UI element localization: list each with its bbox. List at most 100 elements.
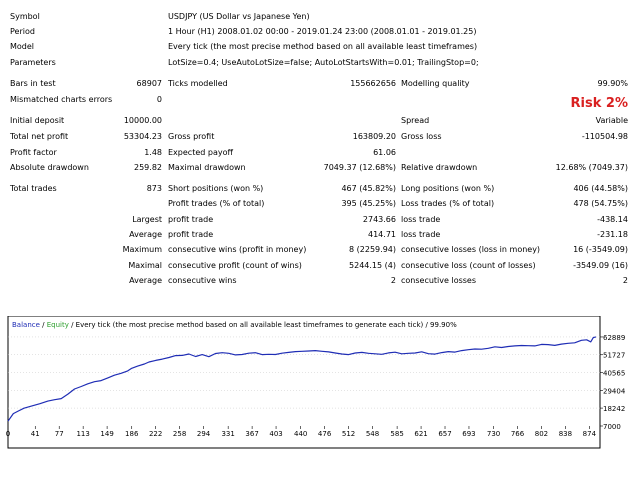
drawdown-row: Absolute drawdown 259.82 Maximal drawdow… bbox=[0, 161, 640, 174]
average-profit-label: profit trade bbox=[168, 230, 214, 239]
initial-deposit-label: Initial deposit bbox=[10, 116, 65, 125]
legend-description: / Every tick (the most precise method ba… bbox=[69, 321, 457, 329]
loss-trades-label: Loss trades (% of total) bbox=[401, 199, 495, 208]
x-tick-label: 0 bbox=[6, 430, 10, 438]
total-net-profit-label: Total net profit bbox=[10, 132, 69, 141]
largest-row: Largest profit trade 2743.66 loss trade … bbox=[0, 213, 640, 226]
expected-payoff-label: Expected payoff bbox=[168, 148, 233, 157]
maximal-row: Maximal consecutive profit (count of win… bbox=[0, 259, 640, 272]
profit-trades-value: 395 (45.25%) bbox=[341, 199, 396, 208]
ticks-modelled-label: Ticks modelled bbox=[168, 79, 228, 88]
modelling-quality-label: Modelling quality bbox=[401, 79, 470, 88]
modelling-quality-value: 99.90% bbox=[597, 79, 628, 88]
absolute-drawdown-label: Absolute drawdown bbox=[10, 163, 89, 172]
x-tick-label: 186 bbox=[125, 430, 139, 438]
average-loss-label: loss trade bbox=[401, 230, 441, 239]
y-tick-label: 7000 bbox=[603, 423, 621, 431]
maximal-prefix: Maximal bbox=[128, 261, 162, 270]
balance-line bbox=[7, 336, 597, 422]
period-value: 1 Hour (H1) 2008.01.02 00:00 - 2019.01.2… bbox=[168, 27, 477, 36]
profit-factor-row: Profit factor 1.48 Expected payoff 61.06 bbox=[0, 146, 640, 159]
legend-balance: Balance bbox=[12, 321, 40, 329]
model-row: Model Every tick (the most precise metho… bbox=[0, 40, 640, 53]
absolute-drawdown-value: 259.82 bbox=[134, 163, 162, 172]
x-tick-label: 585 bbox=[390, 430, 403, 438]
long-positions-value: 406 (44.58%) bbox=[573, 184, 628, 193]
profit-trades-row: Profit trades (% of total) 395 (45.25%) … bbox=[0, 197, 640, 210]
x-tick-label: 258 bbox=[173, 430, 186, 438]
max-consecutive-wins-value: 8 (2259.94) bbox=[349, 245, 396, 254]
parameters-value: LotSize=0.4; UseAutoLotSize=false; AutoL… bbox=[168, 58, 479, 67]
chart-series bbox=[7, 336, 597, 422]
maximal-consecutive-profit-label: consecutive profit (count of wins) bbox=[168, 261, 302, 270]
period-label: Period bbox=[10, 27, 35, 36]
spread-value: Variable bbox=[595, 116, 628, 125]
chart-frame bbox=[7, 316, 601, 449]
maximal-consecutive-profit-value: 5244.15 (4) bbox=[349, 261, 396, 270]
average-loss-value: -231.18 bbox=[597, 230, 628, 239]
gross-profit-label: Gross profit bbox=[168, 132, 215, 141]
gross-loss-label: Gross loss bbox=[401, 132, 442, 141]
x-axis: 0 41 77 113 149 186 222 258 294 331 367 403 440 476 51… bbox=[6, 426, 597, 438]
total-net-profit-value: 53304.23 bbox=[123, 132, 162, 141]
average-prefix: Average bbox=[129, 230, 162, 239]
total-trades-row: Total trades 873 Short positions (won %)… bbox=[0, 182, 640, 195]
x-tick-label: 621 bbox=[414, 430, 427, 438]
y-tick-label: 51727 bbox=[603, 352, 625, 360]
x-tick-label: 222 bbox=[149, 430, 162, 438]
largest-loss-label: loss trade bbox=[401, 215, 441, 224]
x-tick-label: 331 bbox=[221, 430, 234, 438]
y-tick-label: 29404 bbox=[603, 387, 626, 395]
x-tick-label: 693 bbox=[462, 430, 475, 438]
largest-profit-label: profit trade bbox=[168, 215, 214, 224]
relative-drawdown-label: Relative drawdown bbox=[401, 163, 478, 172]
balance-equity-chart: Balance / Equity / Every tick (the most … bbox=[6, 316, 626, 449]
period-row: Period 1 Hour (H1) 2008.01.02 00:00 - 20… bbox=[0, 25, 640, 38]
risk-label: Risk 2% bbox=[570, 96, 628, 111]
maximal-drawdown-label: Maximal drawdown bbox=[168, 163, 246, 172]
parameters-label: Parameters bbox=[10, 58, 56, 67]
x-tick-label: 367 bbox=[245, 430, 258, 438]
mismatched-row: Mismatched charts errors 0 bbox=[0, 93, 640, 106]
maximal-drawdown-value: 7049.37 (12.68%) bbox=[323, 163, 396, 172]
average-profit-value: 414.71 bbox=[368, 230, 396, 239]
relative-drawdown-value: 12.68% (7049.37) bbox=[555, 163, 628, 172]
avg-consecutive-losses-label: consecutive losses bbox=[401, 276, 477, 285]
mismatched-value: 0 bbox=[156, 95, 162, 104]
ticks-modelled-value: 155662656 bbox=[350, 79, 396, 88]
largest-loss-value: -438.14 bbox=[597, 215, 628, 224]
y-tick-label: 40565 bbox=[603, 370, 625, 378]
average-row: Average profit trade 414.71 loss trade -… bbox=[0, 228, 640, 241]
avg-consecutive-losses-value: 2 bbox=[622, 276, 628, 285]
bars-row: Bars in test 68907 Ticks modelled 155662… bbox=[0, 77, 640, 90]
avg-consecutive-wins-value: 2 bbox=[390, 276, 396, 285]
symbol-value: USDJPY (US Dollar vs Japanese Yen) bbox=[168, 12, 310, 21]
legend-separator: / bbox=[40, 321, 47, 329]
max-consecutive-losses-value: 16 (-3549.09) bbox=[573, 245, 628, 254]
x-tick-label: 403 bbox=[269, 430, 282, 438]
mismatched-label: Mismatched charts errors bbox=[10, 95, 113, 104]
x-tick-label: 766 bbox=[511, 430, 525, 438]
gross-profit-value: 163809.20 bbox=[352, 132, 396, 141]
largest-prefix: Largest bbox=[132, 215, 162, 224]
x-tick-label: 77 bbox=[55, 430, 64, 438]
profit-factor-value: 1.48 bbox=[144, 148, 162, 157]
x-tick-label: 838 bbox=[559, 430, 572, 438]
net-profit-row: Total net profit 53304.23 Gross profit 1… bbox=[0, 130, 640, 143]
maximum-prefix: Maximum bbox=[122, 245, 162, 254]
y-tick-label: 62889 bbox=[603, 334, 625, 342]
symbol-label: Symbol bbox=[10, 12, 40, 21]
maximal-consecutive-loss-label: consecutive loss (count of losses) bbox=[401, 261, 536, 270]
chart-legend: Balance / Equity / Every tick (the most … bbox=[12, 321, 457, 329]
total-trades-label: Total trades bbox=[10, 184, 57, 193]
average-consecutive-row: Average consecutive wins 2 consecutive l… bbox=[0, 274, 640, 287]
x-tick-label: 476 bbox=[318, 430, 332, 438]
average-consecutive-prefix: Average bbox=[129, 276, 162, 285]
symbol-row: Symbol USDJPY (US Dollar vs Japanese Yen… bbox=[0, 10, 640, 23]
x-tick-label: 730 bbox=[487, 430, 500, 438]
x-tick-label: 149 bbox=[100, 430, 113, 438]
bars-in-test-value: 68907 bbox=[136, 79, 162, 88]
spread-label: Spread bbox=[401, 116, 430, 125]
x-tick-label: 548 bbox=[366, 430, 379, 438]
y-axis: 7000 18242 29404 40565 51727 62889 bbox=[600, 334, 626, 431]
